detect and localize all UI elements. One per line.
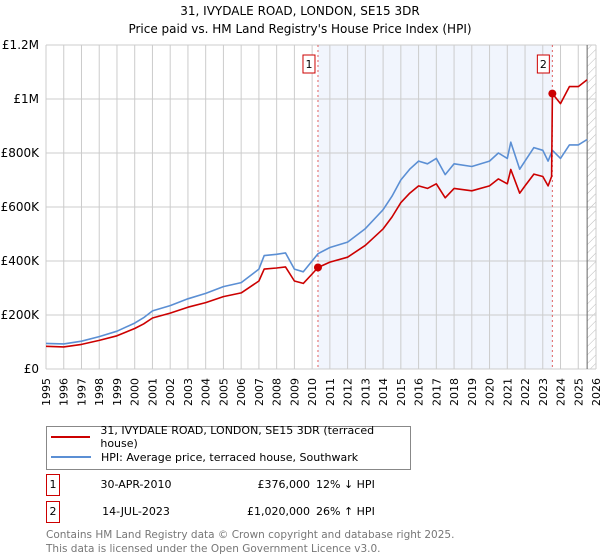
x-tick-label: 1995 [40,378,53,406]
legend-label: HPI: Average price, terraced house, Sout… [101,450,359,464]
legend-item-property: 31, IVYDALE ROAD, LONDON, SE15 3DR (terr… [47,424,410,450]
x-tick-label: 2002 [164,378,177,406]
property-price-line [45,79,588,348]
x-tick-label: 1996 [58,378,71,406]
sale-point [548,89,557,98]
x-tick-label: 2004 [200,378,213,406]
sale-price: £376,000 [257,478,311,491]
sale-point [313,263,322,272]
y-tick-label: £0 [24,362,39,376]
y-tick-label: £800K [1,146,41,160]
x-tick-label: 2014 [377,378,390,406]
legend-label: 31, IVYDALE ROAD, LONDON, SE15 3DR (terr… [100,424,375,450]
sale-date: 14-JUL-2023 [102,505,170,518]
x-tick-label: 2018 [448,378,461,406]
x-tick-label: 2021 [501,378,514,406]
x-tick-label: 2009 [288,378,301,406]
x-tick-label: 2019 [466,378,479,406]
sale-label: 2 [540,58,547,71]
x-tick-label: 2007 [253,378,266,406]
y-tick-label: £1M [13,92,39,106]
x-tick-label: 2024 [555,378,568,406]
x-tick-label: 2011 [324,378,337,406]
sale-marker: 2 [46,501,60,523]
price-chart: 31, IVYDALE ROAD, LONDON, SE15 3DR Price… [1,4,600,406]
x-tick-label: 2000 [129,378,142,406]
y-tick-label: £400K [1,254,41,268]
y-tick-label: £600K [1,200,41,214]
legend-swatch [51,436,91,438]
x-tick-label: 2010 [306,378,319,406]
x-tick-label: 2017 [430,378,443,406]
sale-label: 1 [305,58,312,71]
footer: Contains HM Land Registry data © Crown c… [46,528,454,556]
x-tick-label: 2013 [359,378,372,406]
sale-price: £1,020,000 [247,505,310,518]
sale-label-box [302,54,316,74]
x-tick-label: 2016 [413,378,426,406]
sale-date: 30-APR-2010 [100,478,172,491]
y-tick-label: £1.2M [2,38,39,52]
footer-licence: This data is licensed under the Open Gov… [46,543,381,555]
x-tick-label: 2012 [342,378,355,406]
legend-item-hpi: HPI: Average price, terraced house, Sout… [47,447,410,467]
chart-subtitle: Price paid vs. HM Land Registry's House … [128,22,471,36]
sale-hpi-diff: 26% ↑ HPI [316,505,375,518]
footer-copyright: Contains HM Land Registry data © Crown c… [46,529,455,541]
x-tick-label: 2003 [182,378,195,406]
x-tick-label: 2008 [271,378,284,406]
legend: 31, IVYDALE ROAD, LONDON, SE15 3DR (terr… [46,424,411,470]
hpi-line [45,138,588,345]
x-tick-label: 2020 [484,378,497,406]
x-tick-label: 2023 [537,378,550,406]
y-tick-label: £200K [1,308,41,322]
x-tick-label: 2006 [235,378,248,406]
x-tick-label: 2015 [395,378,408,406]
x-tick-label: 1998 [93,378,106,406]
x-tick-label: 2022 [519,378,532,406]
x-tick-label: 1999 [111,378,124,406]
sale-label-box [536,54,550,74]
x-tick-label: 1997 [75,378,88,406]
x-tick-label: 2025 [572,378,585,406]
sale-hpi-diff: 12% ↓ HPI [316,478,375,491]
x-tick-label: 2005 [217,378,230,406]
x-tick-label: 2001 [146,378,159,406]
sale-marker: 1 [46,474,60,496]
chart-title: 31, IVYDALE ROAD, LONDON, SE15 3DR [180,4,419,18]
legend-swatch [51,456,91,458]
x-tick-label: 2026 [590,378,600,406]
